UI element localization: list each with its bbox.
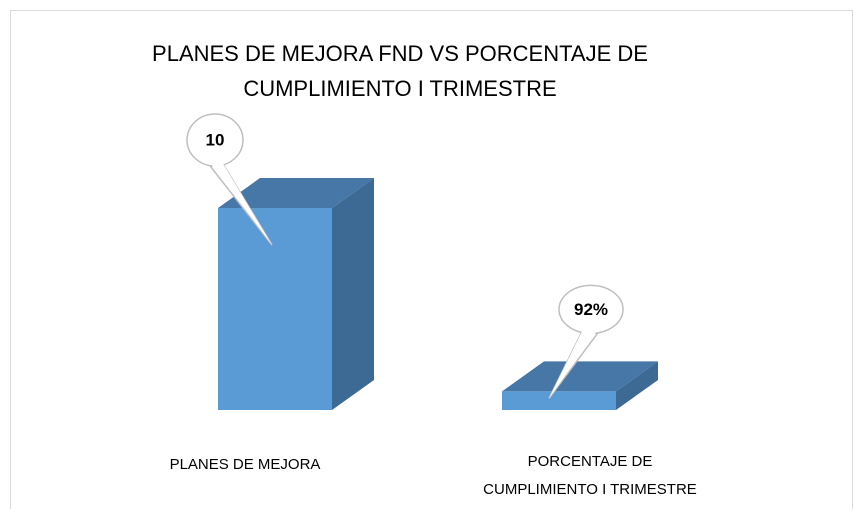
x-tick-label: PORCENTAJE DE [528,453,653,470]
callout-tail-fill [549,327,598,399]
data-label: 10 [206,130,225,149]
chart-border [10,10,853,514]
x-tick-label: CUMPLIMIENTO I TRIMESTRE [483,481,697,498]
chart-title: CUMPLIMIENTO I TRIMESTRE [243,76,556,101]
bar [502,391,616,410]
bar-side [332,178,374,410]
x-tick-label: PLANES DE MEJORA [170,456,321,473]
bar-side [616,361,658,410]
chart-title: PLANES DE MEJORA FND VS PORCENTAJE DE [152,41,648,66]
bar-top [218,178,374,208]
data-label: 92% [574,300,608,319]
bar-top [502,361,658,392]
callout-tail-fill [208,160,272,245]
bar [218,208,332,410]
